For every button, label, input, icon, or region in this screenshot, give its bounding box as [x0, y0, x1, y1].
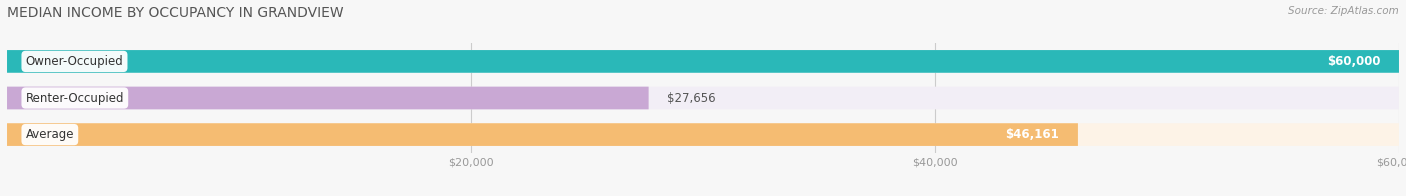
FancyBboxPatch shape [7, 123, 1399, 146]
Text: $27,656: $27,656 [668, 92, 716, 104]
Text: $60,000: $60,000 [1327, 55, 1381, 68]
FancyBboxPatch shape [7, 50, 1399, 73]
Text: Source: ZipAtlas.com: Source: ZipAtlas.com [1288, 6, 1399, 16]
Text: $46,161: $46,161 [1005, 128, 1059, 141]
FancyBboxPatch shape [7, 87, 1399, 109]
Text: Renter-Occupied: Renter-Occupied [25, 92, 124, 104]
FancyBboxPatch shape [7, 87, 648, 109]
Text: Owner-Occupied: Owner-Occupied [25, 55, 124, 68]
FancyBboxPatch shape [7, 50, 1399, 73]
Text: Average: Average [25, 128, 75, 141]
Text: MEDIAN INCOME BY OCCUPANCY IN GRANDVIEW: MEDIAN INCOME BY OCCUPANCY IN GRANDVIEW [7, 6, 343, 20]
FancyBboxPatch shape [7, 123, 1078, 146]
